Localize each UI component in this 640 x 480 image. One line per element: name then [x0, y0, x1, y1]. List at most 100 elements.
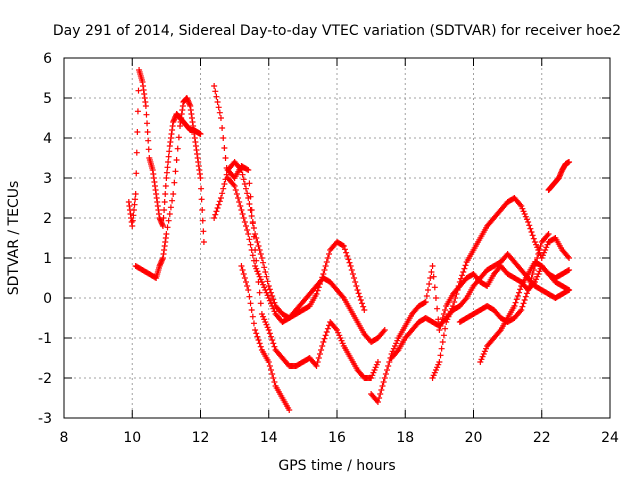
data-point-interp — [380, 379, 387, 385]
data-point-interp — [442, 307, 449, 313]
data-point-interp — [324, 325, 331, 332]
data-point-interp — [244, 227, 251, 233]
data-point-interp — [270, 296, 277, 303]
data-point-interp — [268, 333, 275, 340]
data-point-interp — [256, 340, 263, 347]
data-point-interp — [372, 364, 379, 371]
data-point-interp — [131, 201, 138, 208]
y-axis-label: SDTVAR / TECUs — [6, 181, 22, 296]
data-point-interp — [461, 265, 468, 272]
data-point — [265, 327, 272, 333]
data-point-interp — [260, 259, 267, 266]
data-point-interp — [386, 359, 393, 365]
data-point-interp — [261, 316, 268, 323]
data-point-interp — [144, 129, 151, 135]
data-point-interp — [315, 355, 322, 361]
data-point-interp — [220, 135, 227, 141]
data-point-interp — [247, 241, 254, 248]
data-point-interp — [357, 297, 364, 303]
y-tick-label: 6 — [43, 51, 52, 67]
data-point-interp — [457, 275, 464, 282]
series-track-f — [238, 263, 293, 413]
data-point-interp — [246, 201, 253, 207]
data-point — [217, 195, 224, 201]
data-point — [531, 239, 538, 245]
data-point-interp — [478, 356, 485, 363]
data-point-interp — [253, 330, 260, 337]
data-point-interp — [254, 239, 261, 245]
data-point-interp — [264, 324, 271, 331]
data-point-interp — [517, 201, 524, 208]
data-point-interp — [392, 343, 399, 349]
data-point — [354, 287, 361, 293]
y-tick-label: 0 — [43, 291, 52, 307]
data-point-interp — [243, 279, 249, 285]
data-point — [197, 175, 204, 181]
series-track-d — [211, 159, 388, 345]
data-point-interp — [271, 343, 278, 350]
data-point-interp — [440, 332, 447, 339]
data-point-interp — [133, 149, 140, 156]
data-point-interp — [535, 251, 542, 257]
data-point-interp — [528, 229, 535, 235]
data-point-interp — [198, 185, 205, 192]
data-point-interp — [260, 313, 267, 320]
data-point-interp — [536, 268, 543, 275]
data-point-interp — [435, 316, 442, 323]
data-point-interp — [222, 155, 229, 161]
data-point-interp — [199, 207, 206, 213]
data-point-interp — [145, 146, 152, 153]
data-point-interp — [352, 279, 359, 285]
data-point-interp — [521, 211, 528, 217]
data-point-interp — [385, 363, 392, 369]
data-point-interp — [430, 372, 437, 379]
data-point — [217, 115, 224, 121]
x-tick-label: 12 — [192, 430, 210, 446]
data-point-interp — [199, 217, 206, 224]
data-point-interp — [221, 145, 228, 151]
data-point-interp — [241, 219, 248, 225]
data-point-interp — [427, 275, 434, 281]
data-point-interp — [384, 367, 391, 373]
data-point-interp — [533, 276, 540, 283]
data-point-interp — [432, 295, 439, 301]
data-point — [361, 307, 368, 313]
data-point-interp — [543, 244, 550, 251]
data-point-interp — [256, 289, 263, 296]
data-point-interp — [134, 108, 141, 115]
data-point-interp — [323, 329, 330, 335]
data-point-interp — [269, 371, 276, 377]
y-tick-label: 5 — [43, 91, 52, 107]
data-point-interp — [163, 169, 170, 176]
data-point-interp — [517, 308, 524, 315]
data-point-interp — [266, 297, 273, 304]
data-point-interp — [266, 286, 273, 293]
data-point-interp — [220, 185, 227, 192]
data-point-interp — [213, 93, 220, 100]
data-point-interp — [371, 367, 378, 373]
data-point-interp — [270, 375, 277, 381]
data-point-interp — [318, 347, 325, 353]
data-point-interp — [534, 273, 541, 280]
y-tick-label: -2 — [38, 371, 52, 387]
data-point-interp — [247, 193, 254, 200]
data-point — [142, 103, 149, 109]
data-point-interp — [266, 363, 273, 369]
data-point — [286, 407, 293, 413]
data-point-interp — [351, 275, 358, 281]
data-point-interp — [215, 104, 222, 111]
data-point — [340, 243, 347, 249]
data-point-interp — [173, 157, 180, 163]
data-point-interp — [321, 267, 328, 273]
data-point-interp — [236, 199, 243, 205]
data-point — [231, 183, 238, 189]
data-point-interp — [219, 190, 226, 197]
series-track-h — [429, 195, 573, 381]
data-point-interp — [442, 325, 449, 332]
chart-title: Day 291 of 2014, Sidereal Day-to-day VTE… — [53, 23, 621, 39]
data-point-interp — [243, 185, 249, 192]
x-tick-label: 18 — [396, 430, 414, 446]
data-point — [381, 327, 388, 333]
data-point-interp — [222, 176, 229, 183]
data-point-interp — [233, 191, 240, 197]
